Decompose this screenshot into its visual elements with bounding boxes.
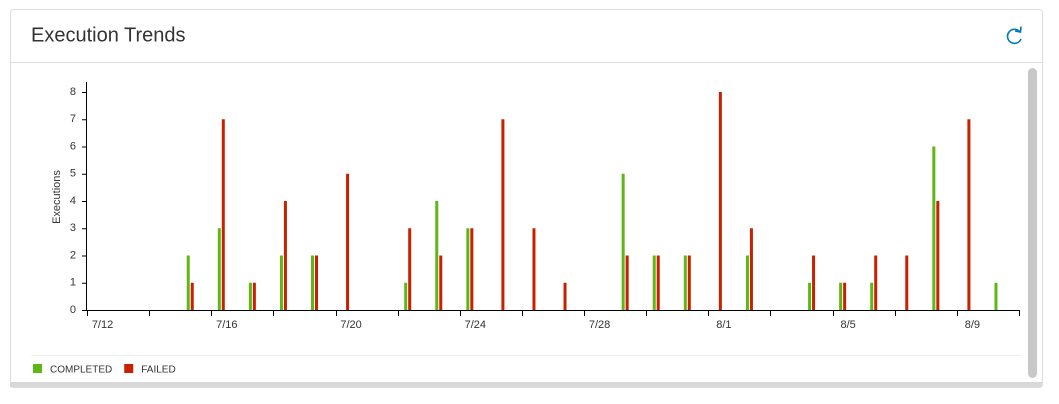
bar (283, 201, 287, 310)
bar (687, 255, 691, 310)
y-tick-label: 1 (70, 277, 76, 289)
x-tick-label: 7/28 (589, 319, 610, 331)
x-tick-label: 8/1 (716, 319, 731, 331)
bar (905, 255, 909, 310)
bar (874, 255, 878, 310)
bar (279, 255, 283, 310)
card-bottom-scroll (10, 382, 1042, 387)
refresh-button[interactable] (1006, 26, 1022, 45)
bar (404, 282, 408, 310)
y-tick-label: 5 (70, 168, 76, 180)
bar (311, 255, 314, 310)
bar (936, 201, 940, 310)
y-tick-label: 7 (70, 113, 76, 125)
bar (839, 282, 843, 310)
bar (843, 282, 847, 310)
bar (621, 173, 625, 310)
x-tick-label: 8/5 (840, 319, 855, 331)
bar (994, 282, 998, 310)
bar (217, 228, 221, 310)
bar (439, 255, 443, 310)
bar (812, 255, 816, 310)
x-tick-label: 7/12 (92, 319, 113, 331)
bar (652, 255, 656, 310)
bar (186, 255, 190, 310)
bar (749, 228, 753, 310)
bar (190, 282, 194, 310)
y-tick-label: 2 (70, 249, 76, 261)
bar (466, 228, 470, 310)
bar (408, 228, 412, 310)
bar (435, 201, 439, 310)
bar (315, 255, 318, 310)
bar (248, 282, 252, 310)
bar (656, 255, 660, 310)
y-axis-label: Executions (51, 170, 63, 224)
x-tick-label: 7/24 (465, 319, 486, 331)
bar (470, 228, 474, 310)
bar (532, 228, 536, 310)
y-tick-label: 3 (70, 222, 76, 234)
legend-label: COMPLETED (50, 365, 112, 376)
card-frame (10, 9, 1043, 388)
y-tick-label: 6 (70, 140, 76, 152)
bar (221, 119, 225, 310)
bar (967, 119, 971, 310)
bar (718, 92, 722, 310)
y-tick-label: 8 (70, 86, 76, 98)
card-title: Execution Trends (31, 24, 186, 46)
legend-swatch (33, 364, 42, 373)
scrollbar[interactable] (1028, 68, 1037, 378)
refresh-arrow[interactable] (1014, 26, 1022, 33)
bar (346, 173, 350, 310)
x-tick-label: 8/9 (965, 319, 980, 331)
refresh-arc[interactable] (1006, 28, 1022, 45)
x-tick-label: 7/20 (340, 319, 361, 331)
bar (745, 255, 749, 310)
bar (563, 282, 567, 310)
bar (501, 119, 505, 310)
bar (932, 146, 936, 310)
legend-label: FAILED (141, 365, 175, 376)
bar (870, 282, 874, 310)
bar (252, 282, 256, 310)
x-tick-label: 7/16 (216, 319, 237, 331)
y-tick-label: 0 (70, 304, 76, 316)
bar (683, 255, 687, 310)
y-tick-label: 4 (70, 195, 76, 207)
bar (808, 282, 812, 310)
legend-swatch (124, 364, 134, 373)
bar (625, 255, 629, 310)
